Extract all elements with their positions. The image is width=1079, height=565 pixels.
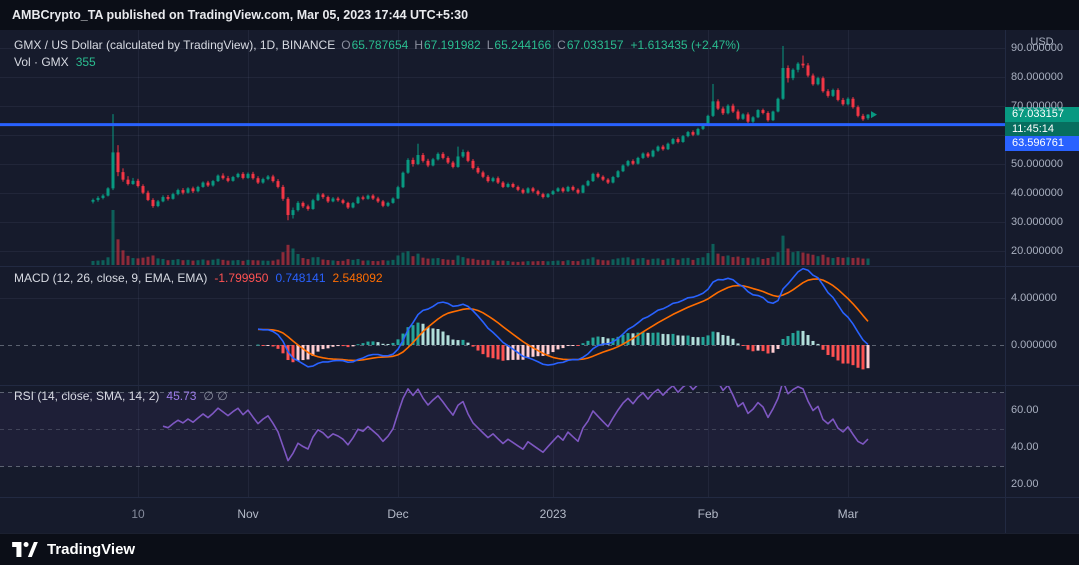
time-axis-label: 10 [131, 507, 145, 521]
volume-label[interactable]: Vol · GMX [14, 55, 69, 69]
macd-line-value: 0.748141 [275, 271, 326, 285]
tradingview-logo-icon[interactable] [12, 542, 38, 557]
macd-signal-value: 2.548092 [332, 271, 383, 285]
price-axis-label: 20.000000 [1011, 245, 1063, 257]
time-axis-label: Mar [837, 507, 859, 521]
bar-countdown-badge: 11:45:14 [1005, 122, 1079, 136]
axis-currency-label: USD [1030, 36, 1054, 48]
price-scale[interactable]: USD 67.033157 11:45:14 63.596761 90.0000… [1005, 0, 1079, 565]
change-value: +1.613435 (+2.47%) [630, 38, 740, 52]
rsi-title[interactable]: RSI (14, close, SMA, 14, 2) [14, 389, 160, 403]
ohlc-high: H67.191982 [414, 38, 481, 52]
symbol-title[interactable]: GMX / US Dollar (calculated by TradingVi… [14, 38, 336, 52]
rsi-value: 45.73 [166, 389, 197, 403]
footer-bar: TradingView [0, 533, 1079, 565]
volume-value: 355 [75, 55, 96, 69]
pane-separator-timeaxis [0, 497, 1079, 498]
rsi-axis-label: 40.00 [1011, 441, 1039, 453]
time-axis-label: Nov [237, 507, 259, 521]
ohlc-open: O65.787654 [341, 38, 409, 52]
macd-title[interactable]: MACD (12, 26, close, 9, EMA, EMA) [14, 271, 208, 285]
time-axis-label: 2023 [539, 507, 567, 521]
macd-legend: MACD (12, 26, close, 9, EMA, EMA) -1.7999… [14, 271, 383, 285]
price-scale-border [1005, 30, 1006, 533]
rsi-axis-label: 60.00 [1011, 404, 1039, 416]
level-price-badge: 63.596761 [1005, 136, 1079, 151]
time-axis[interactable]: 10 Nov Dec 2023 Feb Mar [0, 497, 1005, 533]
price-axis-label: 50.000000 [1011, 158, 1063, 170]
time-axis-label: Feb [697, 507, 719, 521]
price-axis-label: 80.000000 [1011, 71, 1063, 83]
pane-separator-rsi[interactable] [0, 385, 1079, 386]
ohlc-low: L65.244166 [486, 38, 552, 52]
time-axis-label: Dec [387, 507, 409, 521]
rsi-legend: RSI (14, close, SMA, 14, 2) 45.73 ∅ ∅ [14, 389, 228, 403]
rsi-hidden-plots: ∅ ∅ [203, 389, 228, 403]
price-pane-legend: GMX / US Dollar (calculated by TradingVi… [14, 38, 740, 52]
price-axis-label: 90.000000 [1011, 42, 1063, 54]
publish-header-text: AMBCrypto_TA published on TradingView.co… [12, 8, 469, 22]
volume-legend: Vol · GMX 355 [14, 55, 96, 69]
price-axis-label: 40.000000 [1011, 187, 1063, 199]
publish-header: AMBCrypto_TA published on TradingView.co… [0, 0, 1079, 30]
macd-axis-label: 0.000000 [1011, 339, 1057, 351]
pane-separator-macd[interactable] [0, 266, 1079, 267]
tradingview-brand-text[interactable]: TradingView [47, 541, 136, 558]
ohlc-close: C67.033157 [557, 38, 624, 52]
macd-histogram-value: -1.799950 [214, 271, 269, 285]
rsi-axis-label: 20.00 [1011, 478, 1039, 490]
price-axis-label: 30.000000 [1011, 216, 1063, 228]
macd-axis-label: 4.000000 [1011, 292, 1057, 304]
price-axis-label: 70.000000 [1011, 100, 1063, 112]
last-price-badge: 67.033157 [1005, 107, 1079, 122]
